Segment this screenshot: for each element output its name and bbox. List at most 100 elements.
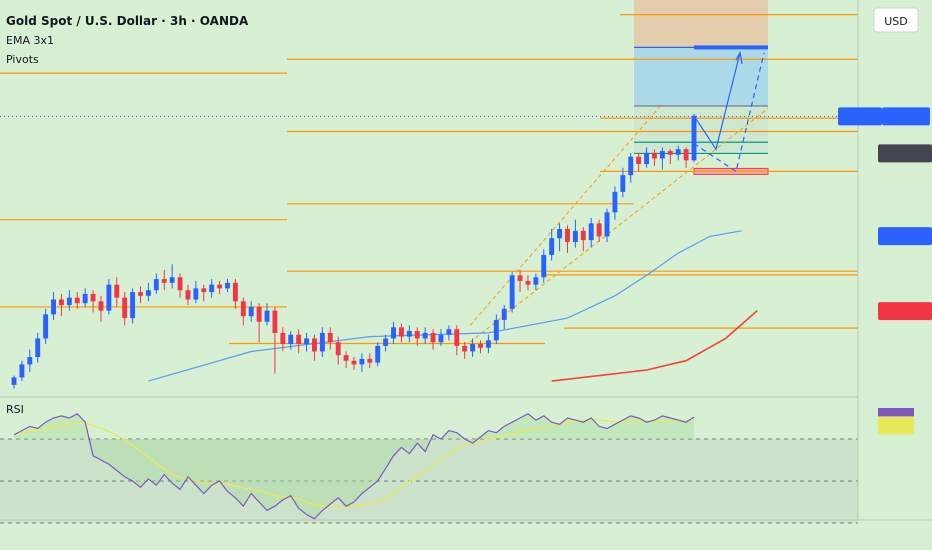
candle-body (122, 297, 128, 319)
candle (304, 332, 310, 352)
candle (454, 325, 460, 356)
candle (501, 305, 507, 330)
candle-body (185, 290, 191, 300)
symbol-title[interactable]: Gold Spot / U.S. Dollar · 3h · OANDA (6, 14, 249, 28)
projection-arrowhead (735, 50, 743, 64)
candle-body (256, 306, 262, 322)
candle-body (525, 280, 531, 285)
candle (225, 279, 230, 293)
price-axis[interactable] (857, 0, 932, 520)
indicator-pivots[interactable]: Pivots (6, 53, 39, 66)
candle-body (27, 357, 33, 365)
candle (430, 329, 436, 350)
currency-button[interactable] (873, 7, 919, 33)
candle-body (454, 329, 460, 346)
candle (525, 275, 531, 291)
candle-body (19, 364, 25, 378)
candle (177, 273, 183, 298)
candle (359, 353, 365, 372)
price-axis-bg (858, 0, 932, 520)
candle (264, 303, 270, 326)
candle (343, 351, 349, 369)
candle (256, 303, 262, 343)
candle (572, 219, 578, 248)
rsi-ma-line (13, 418, 695, 508)
candle-body (138, 292, 143, 296)
candle (43, 308, 49, 345)
rsi-line (13, 413, 695, 520)
candle-body (478, 344, 483, 348)
candle (414, 327, 420, 346)
candle-body (98, 301, 104, 311)
candle-body (232, 282, 238, 302)
candle (398, 323, 404, 343)
candle-body (438, 334, 444, 343)
rsi-pane (0, 396, 932, 524)
candle-body (201, 288, 207, 293)
candle-body (106, 284, 112, 311)
candle (11, 375, 17, 389)
candle (240, 297, 246, 326)
candle-body (248, 306, 254, 317)
candle (691, 113, 697, 163)
candles (11, 113, 697, 389)
candle (628, 152, 634, 183)
candle (185, 284, 191, 306)
candle (35, 332, 41, 363)
candle (122, 292, 128, 326)
candle (446, 325, 452, 341)
candle (478, 340, 483, 354)
candle-body (272, 310, 278, 333)
candle-body (43, 314, 49, 339)
candle-body (391, 327, 396, 339)
candle (462, 342, 468, 359)
candle (565, 225, 570, 254)
candle (19, 360, 25, 382)
candle-body (596, 223, 602, 237)
candle-body (58, 299, 64, 306)
candle-body (612, 191, 618, 213)
indicator-ema[interactable]: EMA 3x1 (6, 34, 54, 47)
candle-body (422, 332, 428, 339)
candle (604, 208, 610, 242)
candle (612, 186, 618, 220)
candle (580, 227, 586, 252)
candle (557, 223, 563, 252)
candle-body (177, 277, 183, 291)
candle-body (82, 293, 88, 304)
ema-fast-line (148, 230, 742, 382)
candle (588, 217, 594, 248)
candle-body (588, 223, 594, 241)
candle-body (130, 292, 136, 319)
candle (533, 273, 539, 291)
candle (470, 338, 476, 358)
candle (549, 228, 555, 261)
candle (27, 349, 33, 372)
candle-body (327, 332, 333, 343)
price-tag (882, 107, 930, 126)
projection-primary (693, 52, 741, 151)
candle (493, 314, 499, 345)
candle-body (533, 277, 539, 285)
candle (636, 152, 642, 172)
ema-lines (148, 230, 758, 382)
candle (193, 280, 199, 304)
candle (644, 147, 650, 168)
price-tag (878, 144, 932, 163)
candle-body (217, 284, 223, 289)
candle-body (312, 338, 317, 352)
candle-body (296, 334, 302, 345)
candle (667, 149, 673, 165)
candle-body (35, 338, 41, 358)
candle (272, 306, 278, 374)
candle-body (509, 275, 515, 309)
candle (351, 357, 357, 371)
rsi-overbought-fill (14, 413, 694, 519)
candle (66, 290, 72, 311)
candle-body (565, 228, 570, 242)
chart-header: Gold Spot / U.S. Dollar · 3h · OANDA EMA… (6, 7, 919, 416)
rsi-label[interactable]: RSI (6, 403, 24, 416)
candle-body (225, 282, 230, 289)
candle (509, 271, 515, 313)
